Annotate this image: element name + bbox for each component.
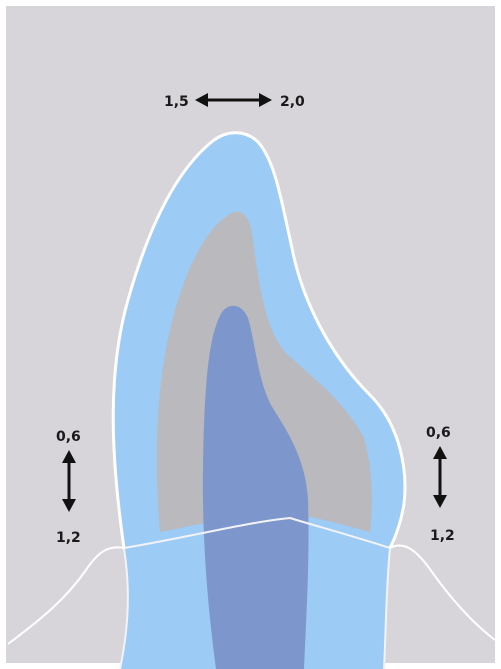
left-min-label: 0,6: [56, 429, 81, 445]
root-left-line: [119, 547, 129, 669]
gingiva-left-line: [7, 546, 125, 645]
double-vertical-arrow-icon: [433, 446, 447, 508]
right-min-label: 0,6: [426, 425, 451, 441]
crown-outline: [111, 131, 407, 549]
core-post: [202, 305, 309, 669]
incisal-min-label: 1,5: [164, 94, 189, 110]
left-max-label: 1,2: [56, 530, 81, 546]
margin-line: [123, 516, 391, 549]
double-vertical-arrow-icon: [62, 450, 76, 512]
double-horizontal-arrow-icon: [195, 93, 272, 107]
gingiva-right-line: [389, 544, 496, 641]
incisal-max-label: 2,0: [280, 94, 305, 110]
root-right-line: [383, 547, 391, 669]
right-max-label: 1,2: [430, 528, 455, 544]
